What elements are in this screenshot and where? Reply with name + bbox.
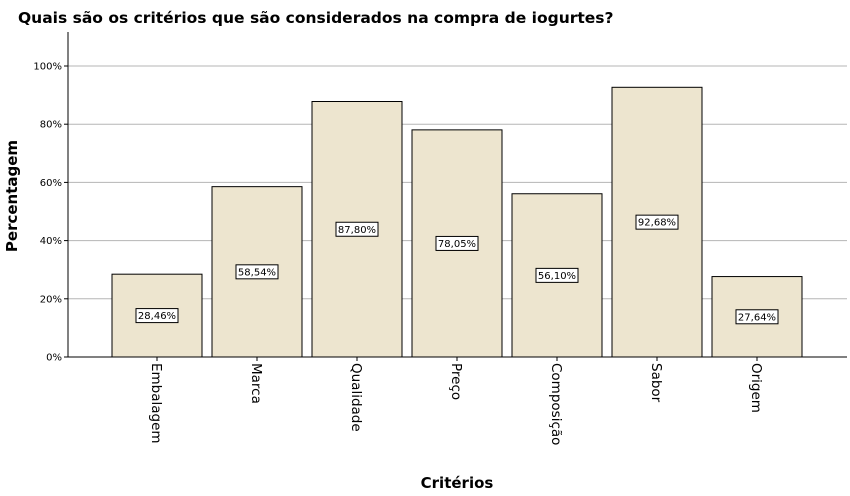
bar xyxy=(711,276,803,358)
x-tick-label: Preço xyxy=(448,363,464,400)
data-label-box xyxy=(335,221,379,237)
axes: 0% 20% 40% 60% 80% 100% Embalagem Marca Qualidad… xyxy=(33,32,847,445)
x-tick-label: Composição xyxy=(548,363,564,445)
x-tick-label: Embalagem xyxy=(148,363,164,444)
data-label-text: 87,80% xyxy=(338,225,376,236)
y-tick-label: 80% xyxy=(40,120,62,131)
bars xyxy=(111,86,803,358)
data-label-box xyxy=(635,214,679,230)
data-label-box xyxy=(735,309,779,325)
data-label-box xyxy=(235,264,279,280)
y-tick-label: 60% xyxy=(40,178,62,189)
y-axis-title: Percentagem xyxy=(3,140,21,252)
data-label: 28,46% xyxy=(135,308,179,324)
x-tick-label: Sabor xyxy=(648,363,664,403)
data-label: 56,10% xyxy=(535,267,579,283)
x-tick-label: Qualidade xyxy=(348,363,364,432)
data-label-text: 92,68% xyxy=(638,218,676,229)
data-labels: 28,46% 58,54% 87,80% 78,05% 56,10% 92,68% 27,6… xyxy=(135,214,779,325)
data-label-box xyxy=(435,235,479,251)
data-label-text: 78,05% xyxy=(438,239,476,250)
data-label-text: 28,46% xyxy=(138,311,176,322)
data-label: 78,05% xyxy=(435,235,479,251)
data-label-text: 58,54% xyxy=(238,267,276,278)
data-label-text: 56,10% xyxy=(538,271,576,282)
data-label: 58,54% xyxy=(235,264,279,280)
x-tick-label: Marca xyxy=(248,363,264,404)
y-tick-label: 100% xyxy=(33,62,62,73)
chart-title: Quais são os critérios que são considera… xyxy=(18,9,614,27)
y-tick-label: 20% xyxy=(40,294,62,305)
data-label-box xyxy=(135,308,179,324)
data-label-box xyxy=(535,267,579,283)
data-label: 92,68% xyxy=(635,214,679,230)
x-tick-label: Origem xyxy=(748,363,764,413)
x-axis-title: Critérios xyxy=(421,474,494,492)
y-tick-label: 40% xyxy=(40,236,62,247)
y-tick-label: 0% xyxy=(46,353,62,364)
data-label: 27,64% xyxy=(735,309,779,325)
data-label: 87,80% xyxy=(335,221,379,237)
data-label-text: 27,64% xyxy=(738,312,776,323)
